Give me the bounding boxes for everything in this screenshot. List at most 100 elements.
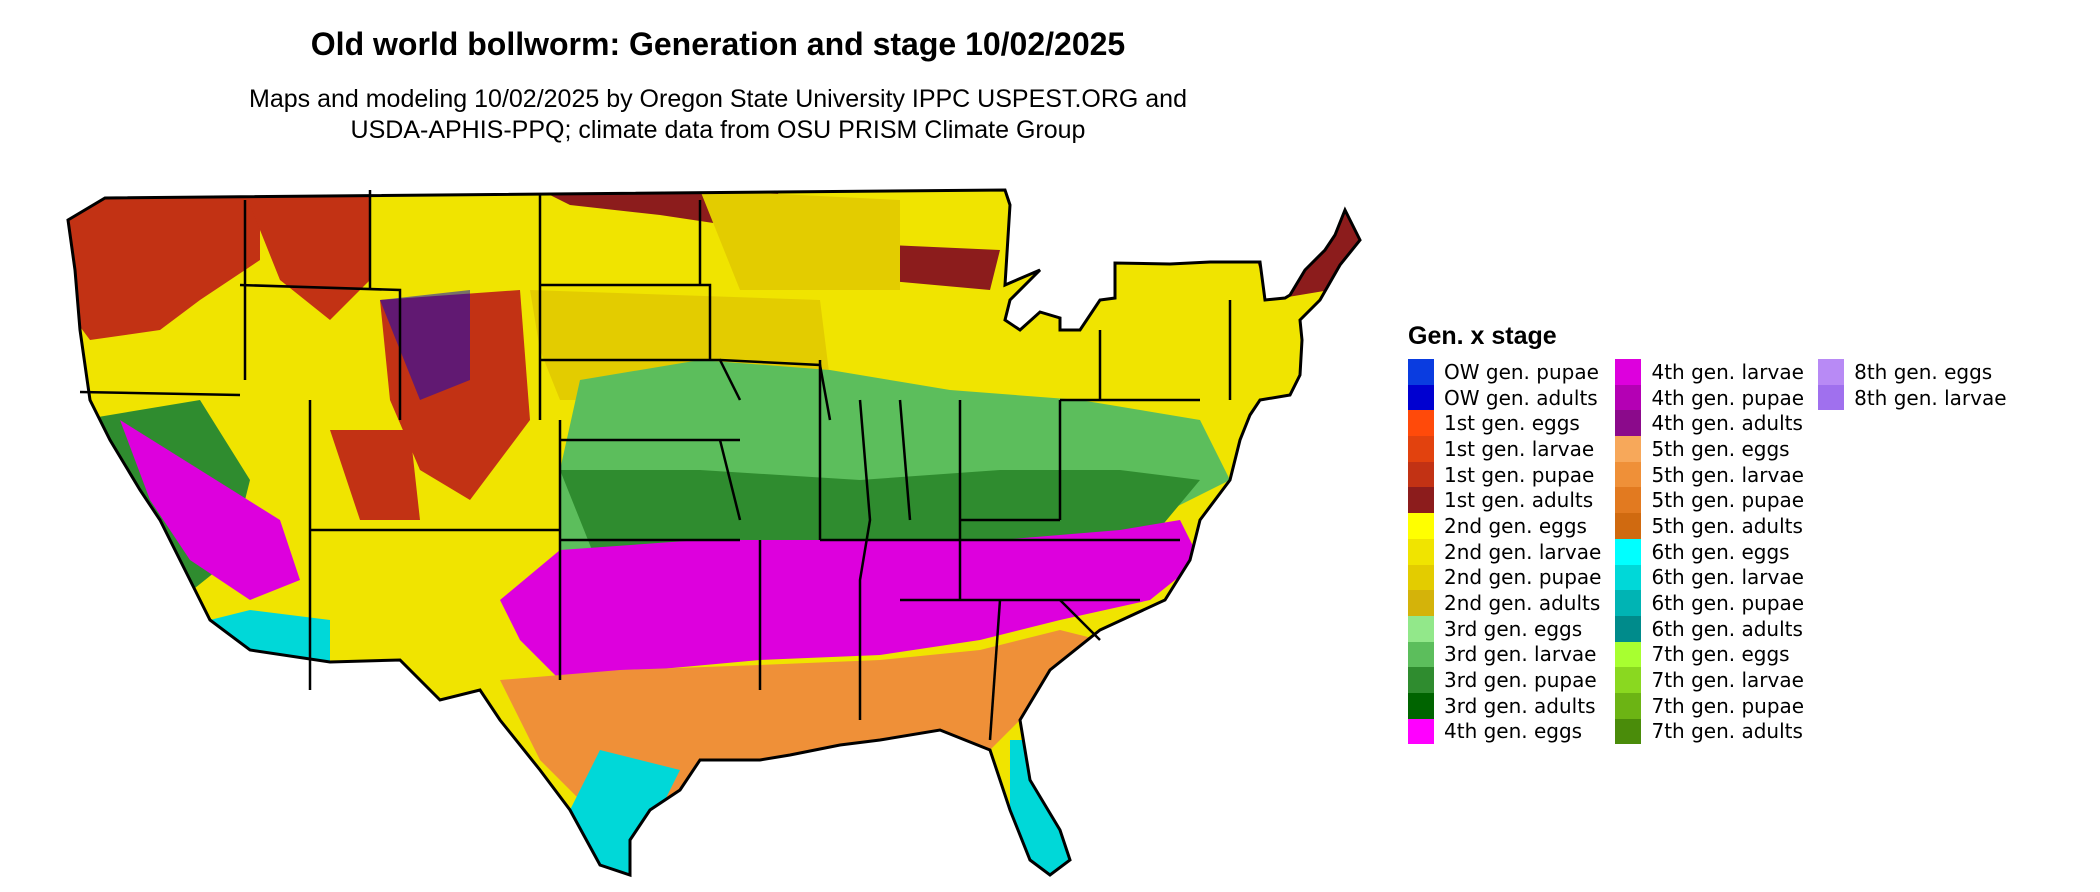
legend-item: 3rd gen. pupae — [1408, 667, 1601, 693]
legend-swatch — [1408, 564, 1434, 591]
legend-label: 1st gen. eggs — [1444, 411, 1580, 436]
legend-label: 5th gen. pupae — [1651, 488, 1805, 513]
conus-map — [66, 188, 1362, 877]
legend-swatch — [1615, 384, 1642, 411]
legend-swatch — [1408, 641, 1434, 668]
legend-title: Gen. x stage — [1408, 322, 1557, 350]
legend-swatch — [1615, 692, 1642, 719]
legend-item: 6th gen. larvae — [1615, 564, 1804, 591]
legend-item: 4th gen. eggs — [1408, 718, 1601, 745]
legend-label: 3rd gen. adults — [1444, 693, 1596, 718]
legend-label: 8th gen. eggs — [1854, 359, 1993, 384]
legend-swatch — [1408, 667, 1434, 693]
legend-item: 4th gen. larvae — [1615, 359, 1804, 385]
legend-swatch — [1408, 487, 1434, 514]
legend-item: 4th gen. adults — [1615, 410, 1804, 437]
legend-label: OW gen. adults — [1444, 385, 1598, 410]
legend-label: 4th gen. adults — [1651, 411, 1803, 436]
region-ow-gen-adults — [380, 290, 470, 400]
legend-swatch — [1408, 359, 1434, 385]
legend-label: 2nd gen. larvae — [1444, 539, 1602, 564]
legend-label: 5th gen. eggs — [1651, 436, 1790, 461]
legend-item: 3rd gen. eggs — [1408, 615, 1601, 642]
legend-swatch — [1408, 692, 1434, 719]
region-4th-gen-larvae — [500, 520, 1200, 680]
region-6th-gen-larvae — [210, 610, 330, 662]
legend-item: 2nd gen. pupae — [1408, 564, 1602, 591]
map-title: Old world bollworm: Generation and stage… — [310, 26, 1126, 62]
legend-swatch — [1408, 384, 1434, 411]
legend-swatch — [1615, 538, 1642, 565]
region-4th-gen-larvae — [120, 420, 300, 600]
region-6th-gen-larvae — [570, 750, 680, 875]
legend-item: 1st gen. pupae — [1408, 461, 1601, 488]
legend-swatch — [1615, 641, 1642, 668]
legend-column-2: 4th gen. larvae 4th gen. pupae 4th gen. ad… — [1615, 359, 1805, 745]
legend-swatch — [1615, 718, 1642, 745]
legend-item: OW gen. adults — [1408, 384, 1601, 411]
legend-item: 6th gen. adults — [1615, 615, 1804, 642]
legend-item: 8th gen. larvae — [1818, 384, 2007, 411]
legend-label: 7th gen. pupae — [1651, 693, 1805, 718]
legend-label: 7th gen. larvae — [1651, 668, 1804, 693]
legend-label: 3rd gen. pupae — [1444, 668, 1597, 693]
legend-label: 2nd gen. pupae — [1444, 565, 1602, 590]
region-1st-gen-pupae — [68, 190, 260, 340]
legend-label: 7th gen. eggs — [1651, 642, 1790, 667]
region-1st-gen-pupae — [330, 430, 420, 520]
legend-label: 1st gen. pupae — [1444, 462, 1595, 487]
legend-label: 6th gen. eggs — [1651, 539, 1790, 564]
legend-item: 2nd gen. adults — [1408, 590, 1601, 616]
legend-swatch — [1615, 410, 1642, 437]
legend-item: 4th gen. pupae — [1615, 384, 1805, 411]
legend-swatch — [1408, 461, 1434, 488]
region-1st-gen-adults — [1250, 210, 1360, 300]
legend-label: 2nd gen. eggs — [1444, 513, 1587, 538]
legend-column-3: 8th gen. eggs 8th gen. larvae — [1818, 359, 2007, 744]
legend-label: 5th gen. adults — [1651, 513, 1803, 538]
legend-item: 1st gen. larvae — [1408, 436, 1601, 462]
legend-swatch — [1615, 564, 1642, 591]
legend-label: 3rd gen. eggs — [1444, 616, 1583, 641]
legend-item: 3rd gen. larvae — [1408, 641, 1601, 668]
legend-swatch — [1408, 436, 1434, 462]
legend-item: 6th gen. pupae — [1615, 590, 1804, 616]
legend-item: 7th gen. adults — [1615, 718, 1804, 745]
legend-label: 4th gen. larvae — [1651, 359, 1804, 384]
legend-item: 8th gen. eggs — [1818, 359, 2006, 385]
legend-label: 4th gen. pupae — [1651, 385, 1805, 410]
legend-item: 2nd gen. eggs — [1408, 513, 1601, 539]
legend-swatch — [1615, 615, 1642, 642]
legend-item: 7th gen. pupae — [1615, 692, 1805, 719]
legend-item: 5th gen. adults — [1615, 513, 1804, 539]
map-subtitle: Maps and modeling 10/02/2025 by Oregon S… — [0, 84, 1436, 146]
legend-label: 6th gen. adults — [1651, 616, 1803, 641]
legend-label: 3rd gen. larvae — [1444, 642, 1597, 667]
region-1st-gen-pupae — [240, 190, 370, 320]
legend-label: 6th gen. larvae — [1651, 565, 1804, 590]
legend-label: 1st gen. adults — [1444, 488, 1594, 513]
legend-item: OW gen. pupae — [1408, 359, 1601, 385]
legend-label: 6th gen. pupae — [1651, 591, 1805, 616]
legend-item: 5th gen. eggs — [1615, 436, 1804, 462]
legend-item: 3rd gen. adults — [1408, 692, 1601, 719]
legend-swatch — [1408, 590, 1434, 616]
legend-item: 5th gen. pupae — [1615, 487, 1805, 514]
legend-label: 7th gen. adults — [1651, 719, 1803, 744]
legend-label: OW gen. pupae — [1444, 359, 1599, 384]
legend-swatch — [1615, 461, 1642, 488]
state-borders — [79, 190, 1232, 741]
legend-swatch — [1408, 410, 1434, 437]
legend-swatch — [1615, 487, 1642, 514]
legend-item: 7th gen. larvae — [1615, 667, 1804, 693]
legend-swatch — [1818, 359, 1845, 385]
region-6th-gen-larvae — [1010, 740, 1070, 875]
legend-swatch — [1408, 538, 1434, 565]
legend-label: 4th gen. eggs — [1444, 719, 1583, 744]
legend-swatch — [1818, 384, 1845, 411]
legend-item: 5th gen. larvae — [1615, 461, 1804, 488]
legend: Gen. x stage OW gen. pupae OW gen. adults… — [1408, 322, 2021, 745]
legend-column-1: OW gen. pupae OW gen. adults 1st gen. eggs… — [1408, 359, 1602, 745]
legend-label: 5th gen. larvae — [1651, 462, 1804, 487]
legend-item: 6th gen. eggs — [1615, 538, 1804, 565]
